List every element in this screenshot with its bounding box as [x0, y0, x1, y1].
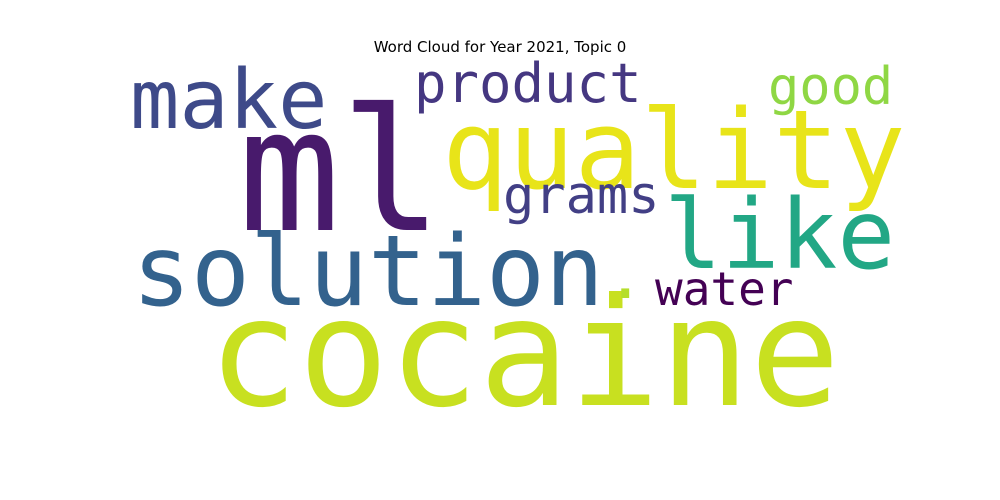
- cloud-word: .: [606, 240, 645, 314]
- cloud-word: quality: [442, 86, 906, 214]
- chart-title: Word Cloud for Year 2021, Topic 0: [373, 38, 627, 56]
- cloud-word: cocaine: [208, 267, 840, 441]
- cloud-word: solution: [132, 215, 604, 329]
- cloud-word: grams: [503, 166, 660, 226]
- cloud-word: like: [664, 179, 895, 291]
- cloud-word: make: [130, 53, 327, 148]
- cloud-word: good: [768, 57, 893, 117]
- cloud-word: ml: [238, 73, 443, 271]
- cloud-word: water: [655, 262, 793, 316]
- cloud-word: product: [414, 52, 642, 115]
